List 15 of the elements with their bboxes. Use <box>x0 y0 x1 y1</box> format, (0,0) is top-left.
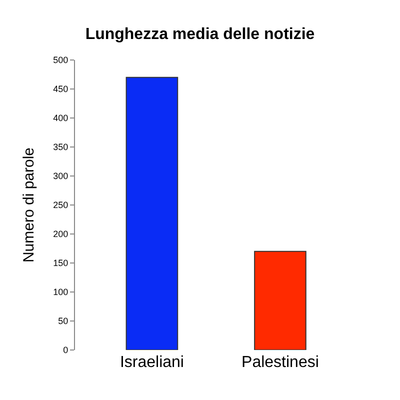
y-tick-label: 350 <box>53 142 68 152</box>
y-axis-title: Numero di parole <box>20 147 38 263</box>
y-tick-label: 200 <box>53 229 68 240</box>
y-tick-label: 250 <box>53 200 68 210</box>
y-tick-label: 100 <box>53 287 68 298</box>
y-tick-label: 400 <box>53 113 68 124</box>
x-tick-label: Israeliani <box>120 354 184 371</box>
y-tick-label: 0 <box>63 345 68 356</box>
x-tick-label: Palestinesi <box>242 354 319 371</box>
y-tick-label: 50 <box>58 316 68 326</box>
y-tick-label: 300 <box>53 171 68 182</box>
y-tick-label: 450 <box>53 84 68 94</box>
y-tick-label: 150 <box>53 258 68 268</box>
chart-title: Lunghezza media delle notizie <box>85 26 315 44</box>
y-tick-label: 500 <box>53 55 68 66</box>
